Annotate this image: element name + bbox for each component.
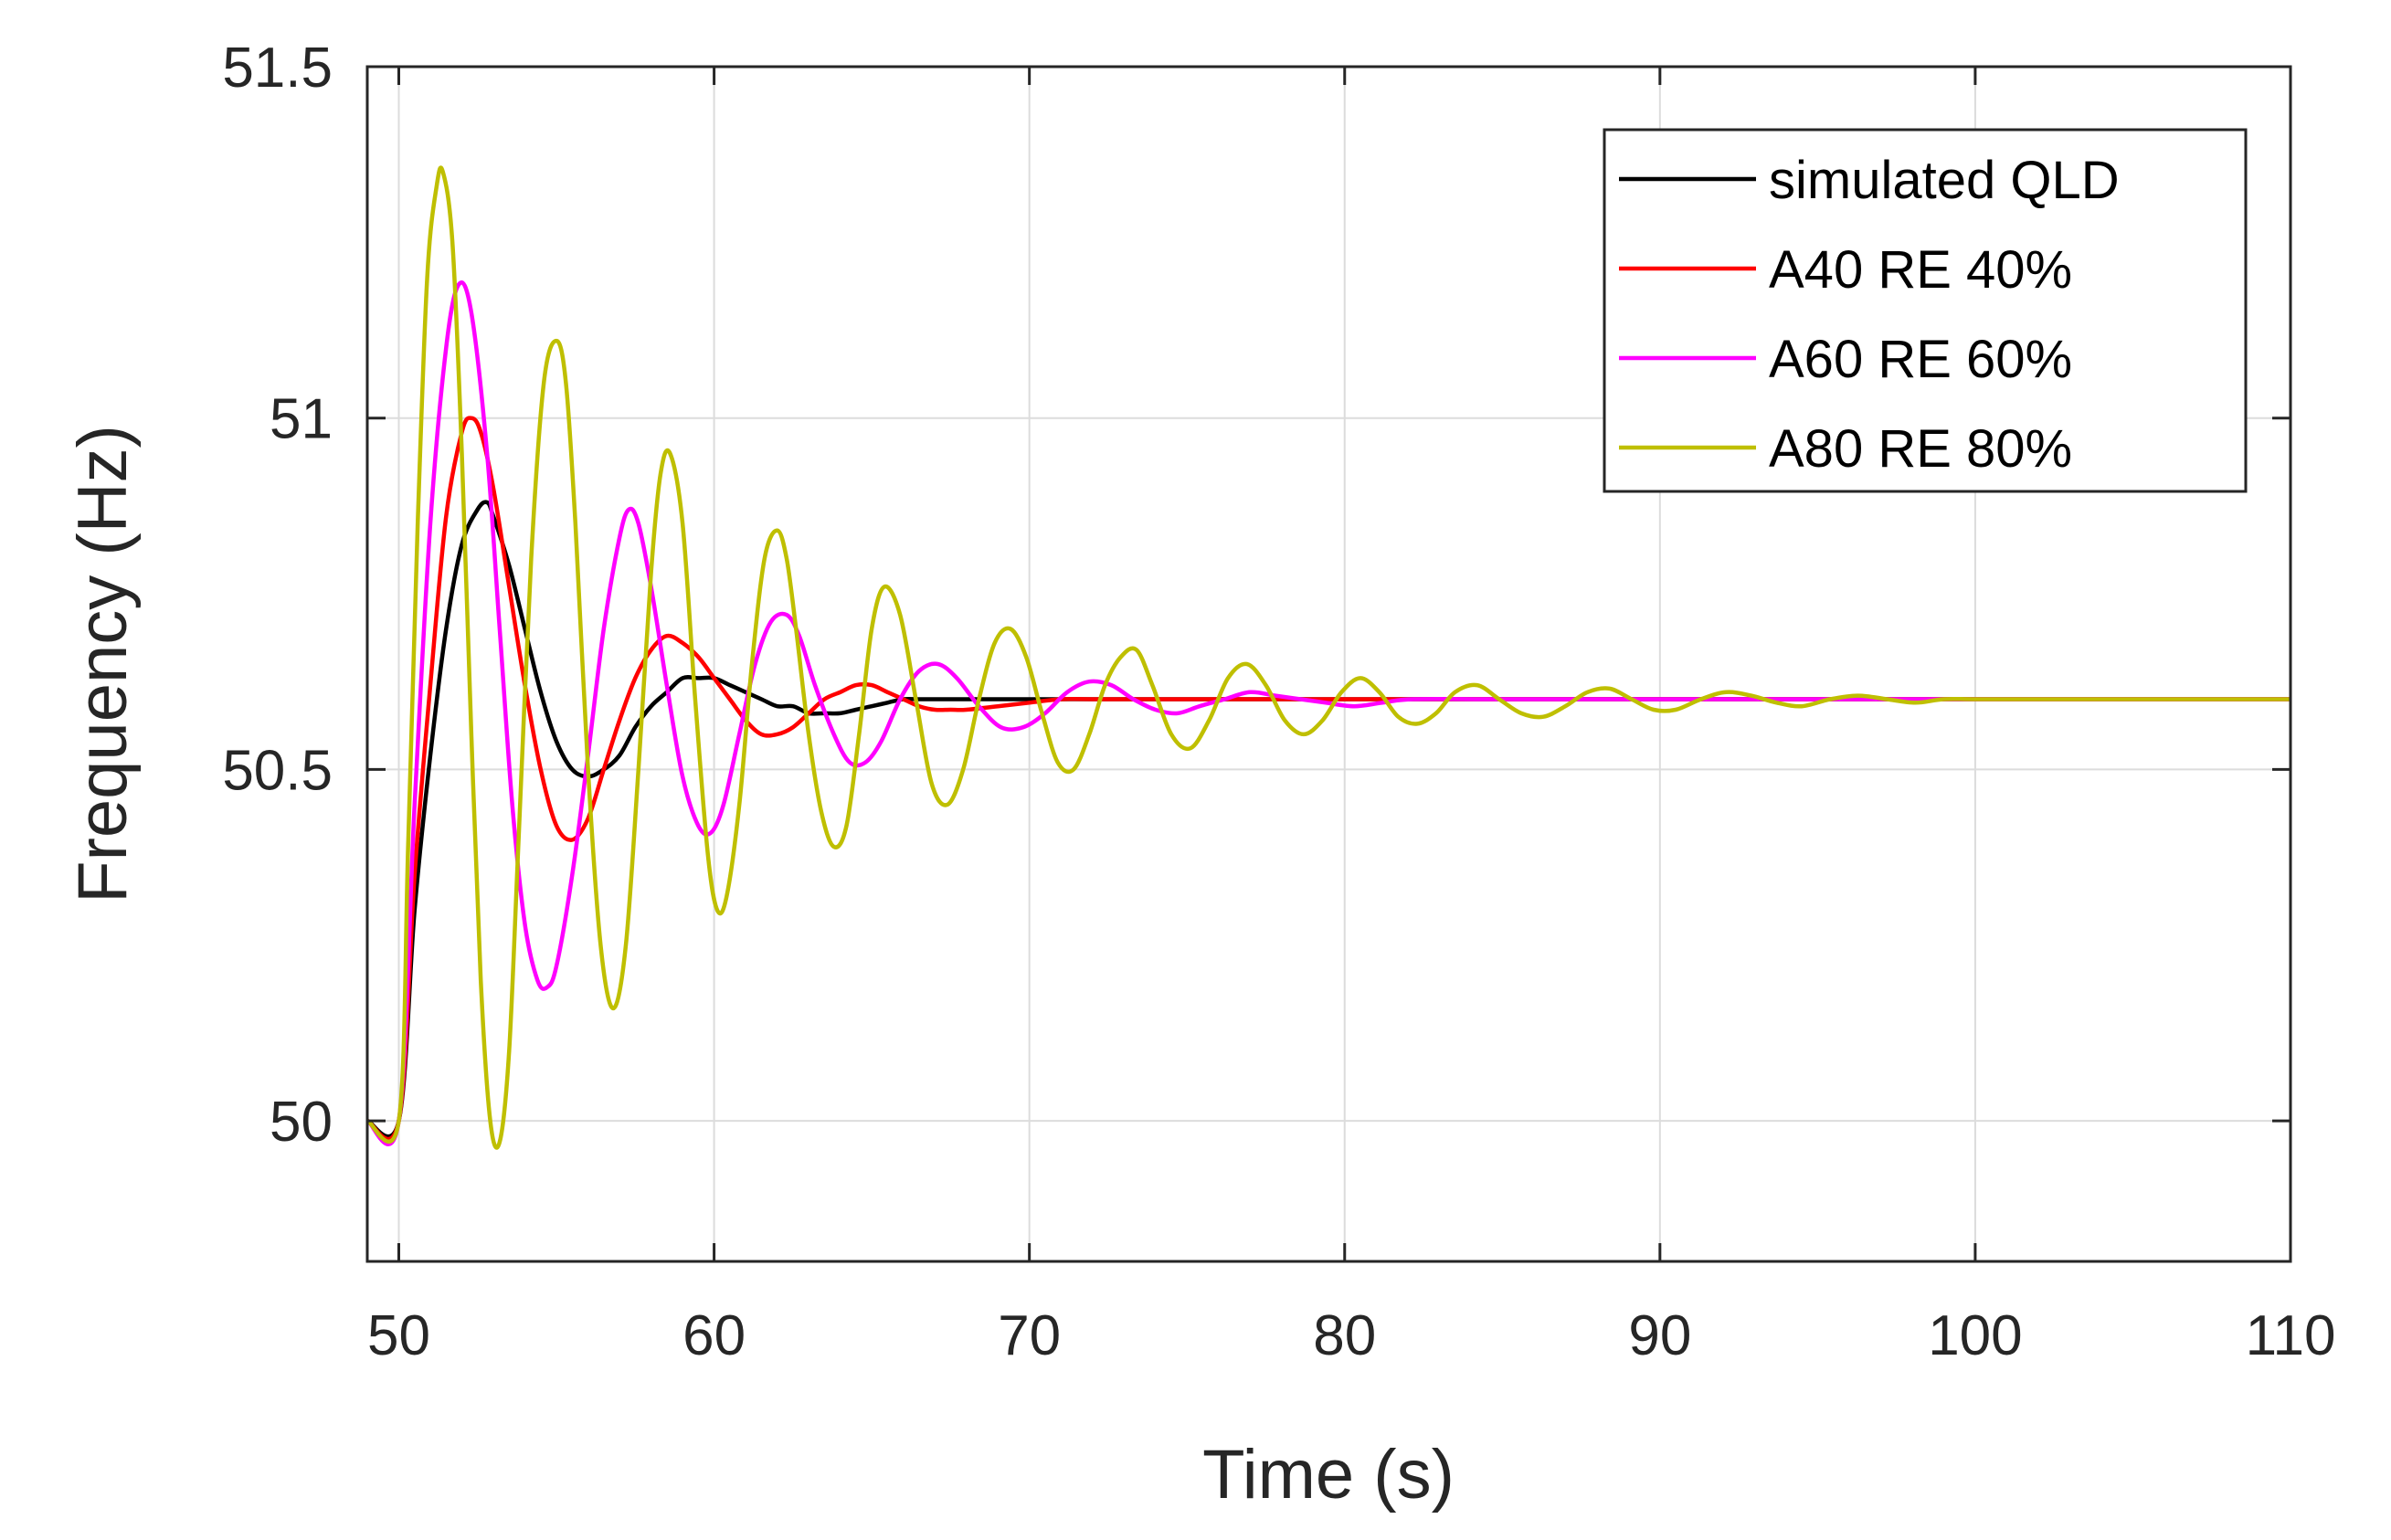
x-tick-label: 110 — [2246, 1304, 2336, 1367]
legend-label-simulated-qld: simulated QLD — [1769, 151, 2120, 210]
series-line-a80-re-80 — [365, 165, 2290, 1150]
x-tick-label: 60 — [682, 1304, 746, 1367]
y-axis-title: Frequency (Hz) — [64, 425, 142, 903]
series-line-a60-re-60 — [365, 280, 2290, 1146]
axis-ticks — [367, 65, 2292, 1261]
legend-label-a80-re-80: A80 RE 80% — [1769, 419, 2072, 479]
x-tick-label: 70 — [998, 1304, 1061, 1367]
y-tick-labels: 50 50.5 51 51.5 — [222, 37, 333, 1154]
axes-box — [365, 65, 2292, 1263]
legend-label-a40-re-40: A40 RE 40% — [1769, 240, 2072, 300]
x-tick-label: 80 — [1313, 1304, 1376, 1367]
legend-label-a60-re-60: A60 RE 60% — [1769, 330, 2072, 389]
y-tick-label: 51.5 — [222, 37, 333, 100]
x-axis-title: Time (s) — [1202, 1436, 1455, 1514]
x-tick-label: 50 — [367, 1304, 430, 1367]
y-tick-label: 50.5 — [222, 739, 333, 802]
x-tick-labels: 50 60 70 80 90 100 110 — [367, 1304, 2335, 1367]
x-tick-label: 100 — [1928, 1304, 2022, 1367]
series-lines — [365, 165, 2290, 1150]
x-tick-label: 90 — [1628, 1304, 1691, 1367]
legend-box — [1603, 128, 2248, 493]
legend: simulated QLD A40 RE 40% A60 RE 60% A80 RE … — [1603, 128, 2248, 493]
y-tick-label: 51 — [270, 388, 333, 451]
y-tick-label: 50 — [270, 1091, 333, 1154]
